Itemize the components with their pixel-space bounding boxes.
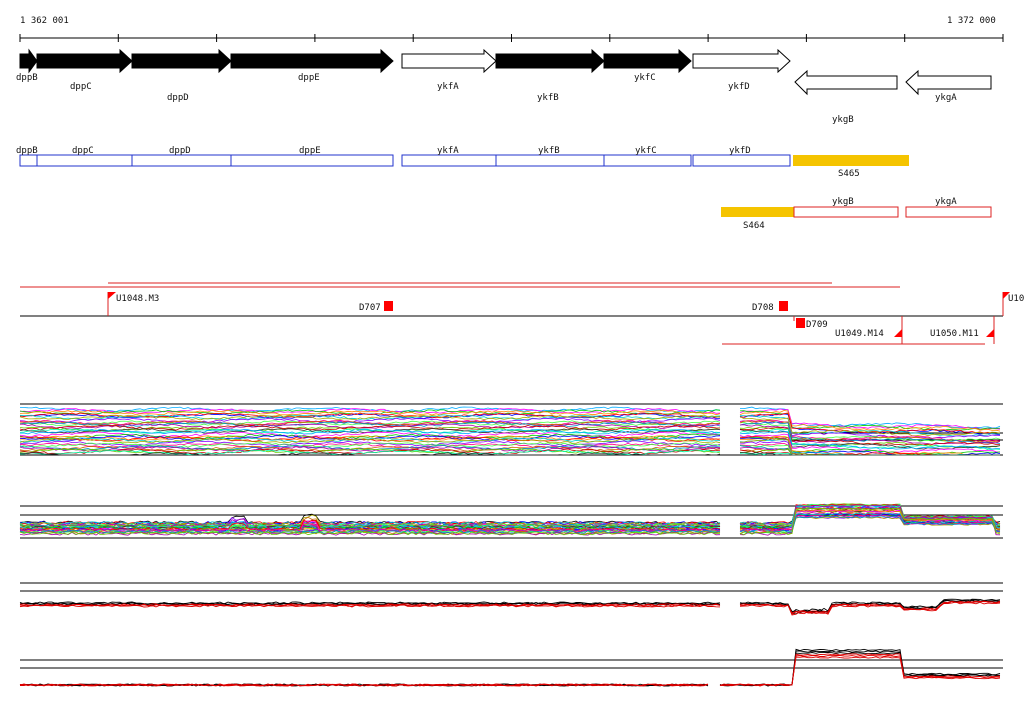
ruler-ticks (19, 34, 1004, 42)
unit-box-dppc[interactable] (36, 154, 133, 167)
gene-arrow-ykfb[interactable] (495, 48, 605, 74)
unit-label-ykgb: ykgB (832, 197, 854, 207)
gene-label-ykgb: ykgB (832, 115, 854, 125)
unit-label-ykfb: ykfB (538, 146, 560, 156)
unit-box-ykfd[interactable] (692, 154, 791, 167)
gene-track: dppB dppC dppD dppE ykfA ykfB ykfC ykfD … (16, 48, 992, 125)
feature-label-u-edge: U10 (1008, 294, 1024, 304)
expression-track-4 (19, 648, 1003, 687)
unit-label-dppe: dppE (299, 146, 321, 156)
gene-label-dppd: dppD (167, 93, 189, 103)
unit-label-dppd: dppD (169, 146, 191, 156)
feature-flag-u-edge[interactable] (1003, 292, 1010, 299)
unit-label-dppc: dppC (72, 146, 94, 156)
gene-arrow-ykga[interactable] (905, 69, 992, 96)
unit-box-ykga[interactable] (905, 206, 992, 218)
gene-label-ykfd: ykfD (728, 82, 750, 92)
feature-label-u1050: U1050.M11 (930, 329, 979, 339)
gene-label-dppe: dppE (298, 73, 320, 83)
unit-label-ykga: ykgA (935, 197, 957, 207)
ruler-start-label: 1 362 001 (20, 16, 69, 26)
feature-label-d708: D708 (752, 303, 774, 313)
segment-bar-s465[interactable] (793, 155, 909, 166)
unit-box-dppb[interactable] (19, 154, 38, 167)
gene-label-dppb: dppB (16, 73, 38, 83)
feature-marker-d709[interactable] (796, 318, 805, 328)
segment-label-s464: S464 (743, 221, 765, 231)
feature-flag-u1048[interactable] (108, 292, 116, 299)
ruler-end-label: 1 372 000 (947, 16, 996, 26)
segment-track: S465 S464 ykgB ykgA (721, 155, 992, 231)
gene-arrow-dppe[interactable] (230, 48, 394, 74)
coordinate-ruler: 1 362 001 1 372 000 (19, 16, 1004, 42)
gene-label-dppc: dppC (70, 82, 92, 92)
feature-flag-u1049[interactable] (894, 329, 902, 337)
unit-box-ykfa[interactable] (401, 154, 497, 167)
gene-arrow-ykfd[interactable] (692, 48, 791, 74)
expression-track-1 (19, 403, 1003, 456)
gene-arrow-dppb[interactable] (19, 48, 38, 74)
expression-track-3 (19, 582, 1003, 616)
unit-box-ykfc[interactable] (603, 154, 692, 167)
feature-label-u1048: U1048.M3 (116, 294, 159, 304)
unit-box-ykgb[interactable] (793, 206, 899, 218)
gene-label-ykfc: ykfC (634, 73, 656, 83)
segment-bar-s464[interactable] (721, 207, 794, 217)
expression-track-2 (19, 503, 1003, 539)
segment-label-s465: S465 (838, 169, 860, 179)
gene-arrow-ykgb[interactable] (794, 69, 898, 96)
unit-label-ykfa: ykfA (437, 146, 459, 156)
feature-marker-d707[interactable] (384, 301, 393, 311)
gene-label-ykfb: ykfB (537, 93, 559, 103)
feature-label-d707: D707 (359, 303, 381, 313)
unit-box-dppd[interactable] (131, 154, 232, 167)
gene-arrow-dppd[interactable] (131, 48, 232, 74)
unit-label-ykfd: ykfD (729, 146, 751, 156)
gene-label-ykga: ykgA (935, 93, 957, 103)
unit-box-dppe[interactable] (230, 154, 394, 167)
gene-arrow-ykfc[interactable] (603, 48, 692, 74)
feature-label-u1049: U1049.M14 (835, 329, 884, 339)
unit-label-dppb: dppB (16, 146, 38, 156)
feature-label-d709: D709 (806, 320, 828, 330)
feature-track: U1048.M3 D707 D708 D709 U1049.M14 U1050.… (20, 282, 1024, 345)
feature-marker-d708[interactable] (779, 301, 788, 311)
gene-arrow-ykfa[interactable] (401, 48, 497, 74)
gene-label-ykfa: ykfA (437, 82, 459, 92)
unit-label-ykfc: ykfC (635, 146, 657, 156)
operon-track-blue: dppB dppC dppD dppE ykfA ykfB ykfC ykfD (16, 146, 791, 167)
gene-arrow-dppc[interactable] (36, 48, 133, 74)
feature-flag-u1050[interactable] (986, 329, 994, 337)
unit-box-ykfb[interactable] (495, 154, 605, 167)
